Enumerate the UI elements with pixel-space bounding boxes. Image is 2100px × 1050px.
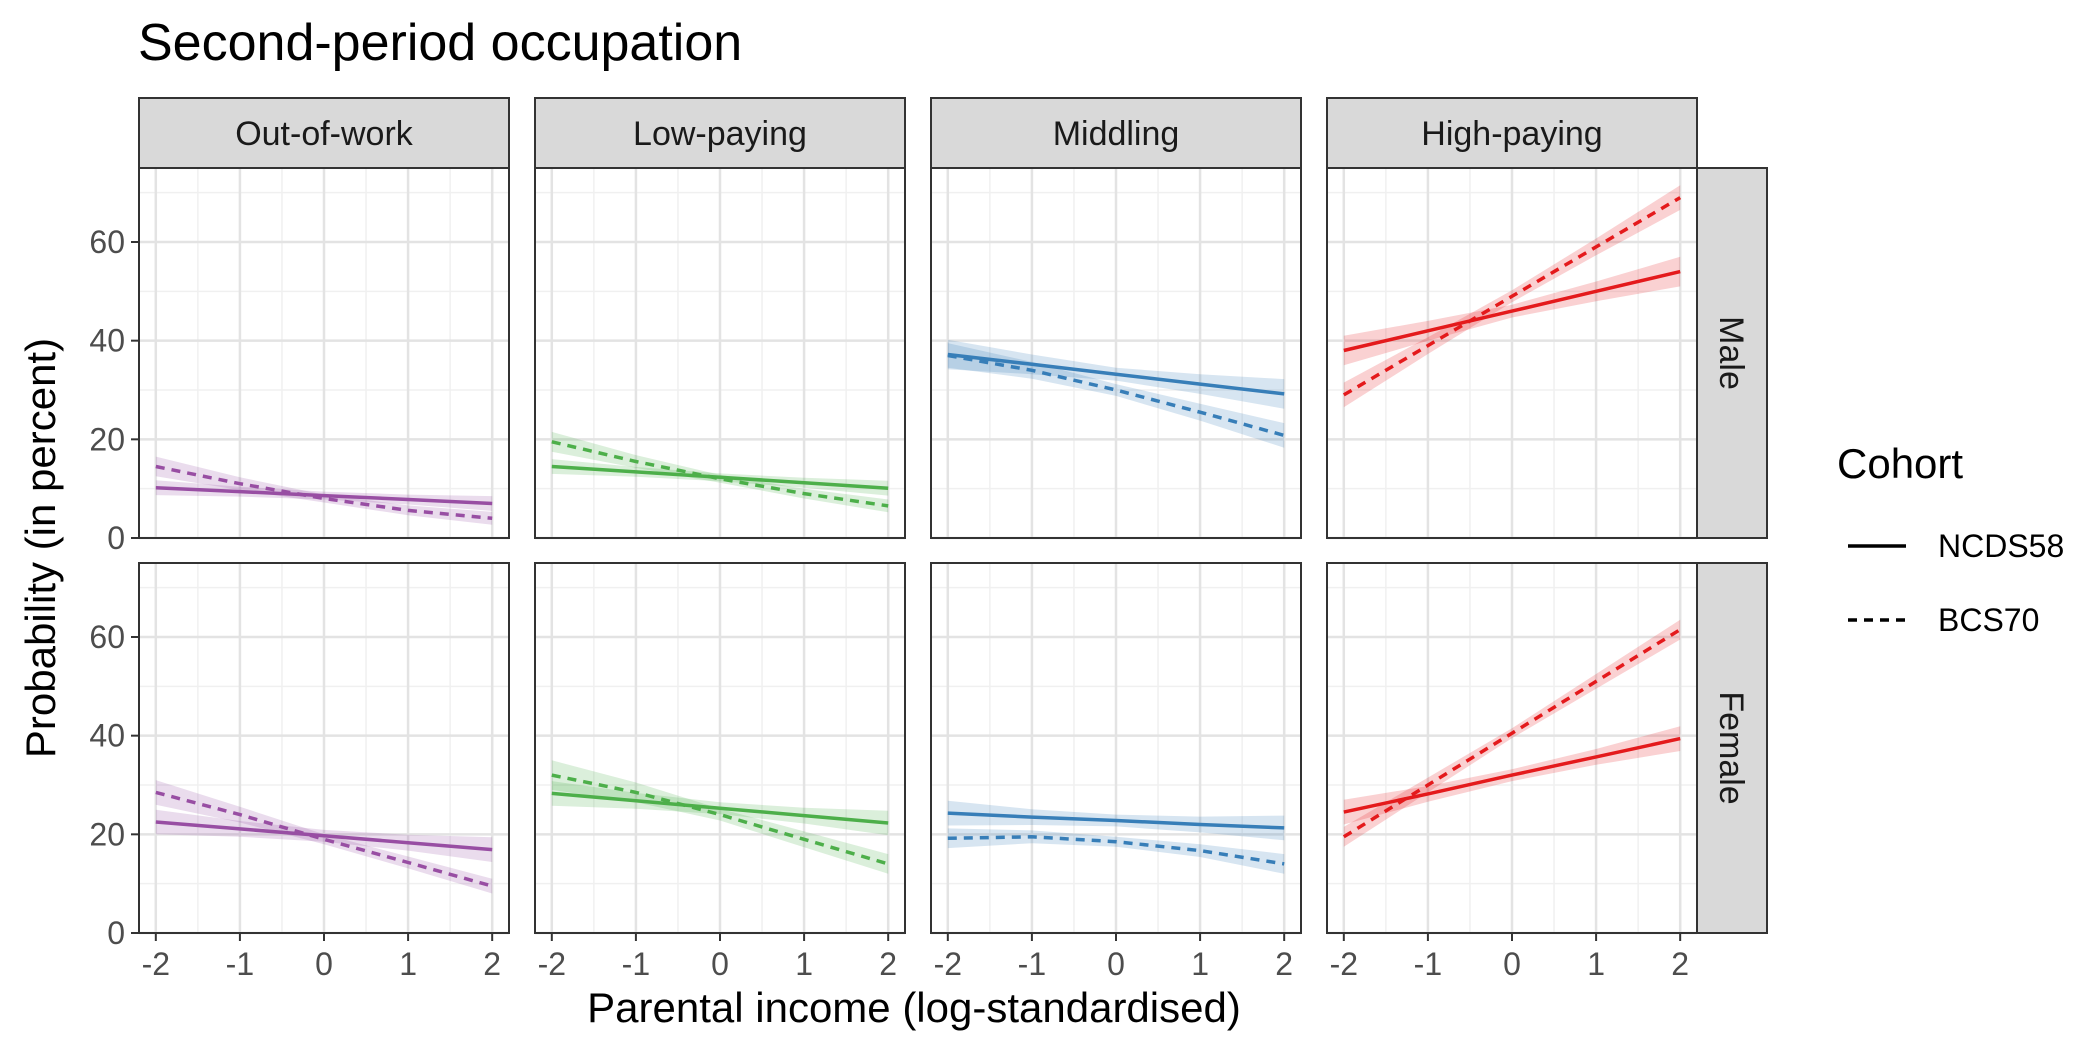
line-bcs70-male-high-paying [1342,196,1682,397]
legend: Cohort NCDS58 BCS70 [1837,440,2064,638]
y-tick-label: 20 [89,421,125,457]
x-tick-label: -2 [142,946,170,982]
ci-band-bcs70-male-out-of-work [155,456,493,525]
strip-label-male: Male [1712,316,1750,390]
line-ncds58-male-high-paying [1343,269,1681,353]
x-tick-label: 2 [1671,946,1689,982]
x-tick-label: -1 [622,946,650,982]
x-tick-label: -2 [538,946,566,982]
x-tick-label: 0 [1503,946,1521,982]
y-axis-title: Probability (in percent) [17,338,64,758]
x-tick-label: -2 [1330,946,1358,982]
x-tick-label: 0 [315,946,333,982]
legend-label-ncds58: NCDS58 [1938,528,2064,564]
line-ncds58-male-middling [947,352,1285,396]
x-tick-label: 2 [1275,946,1293,982]
line-ncds58-female-middling [947,811,1285,830]
y-tick-label: 60 [89,224,125,260]
panel-male-low-paying [534,167,906,540]
y-tick-label: 40 [89,718,125,754]
y-tick-label: 20 [89,816,125,852]
x-tick-label: -2 [934,946,962,982]
facet-panels: Out-of-work Low-paying Middling High-paying… [89,97,1768,982]
line-bcs70-female-middling [947,835,1285,866]
panel-female-out-of-work: 0 20 40 60 -2 -1 0 1 2 [89,562,510,982]
line-ncds58-male-out-of-work [155,485,493,506]
x-tick-label: 0 [1107,946,1125,982]
strip-low-paying [534,97,906,169]
strip-middling [930,97,1302,169]
line-bcs70-male-middling [947,353,1285,438]
strip-label-middling: Middling [1053,115,1180,153]
panel-male-middling [930,167,1302,540]
strip-male [1696,167,1768,539]
y-tick-label: 0 [107,520,125,556]
line-bcs70-female-out-of-work [155,790,493,888]
line-ncds58-male-low-paying [551,464,889,490]
panel-male-middling-border [930,167,1302,539]
x-tick-label: 2 [879,946,897,982]
strip-label-high-paying: High-paying [1421,115,1602,153]
line-bcs70-female-low-paying [551,773,889,866]
x-tick-label: 1 [399,946,417,982]
legend-title: Cohort [1837,440,1963,487]
x-tick-label: 1 [795,946,813,982]
x-tick-label: -1 [1018,946,1046,982]
y-tick-label: 40 [89,323,125,359]
y-tick-label: 60 [89,619,125,655]
panel-male-high-paying-border [1326,167,1698,539]
line-ncds58-female-out-of-work [155,820,493,852]
x-tick-label: 2 [483,946,501,982]
x-tick-label: 0 [711,946,729,982]
ci-band-bcs70-female-middling [947,828,1285,874]
panel-female-high-paying: -2 -1 0 1 2 [1326,562,1698,982]
line-ncds58-female-low-paying [551,791,889,825]
panel-male-out-of-work: 0 20 40 60 [89,167,510,556]
strip-high-paying [1326,97,1698,169]
line-bcs70-female-high-paying [1342,628,1682,839]
y-tick-label: 0 [107,915,125,951]
ci-band-bcs70-female-low-paying [551,760,889,874]
panel-male-low-paying-border [534,167,906,539]
x-tick-label: 1 [1587,946,1605,982]
x-tick-label: -1 [1414,946,1442,982]
x-tick-label: -1 [226,946,254,982]
x-tick-label: 1 [1191,946,1209,982]
strip-out-of-work [138,97,510,169]
panel-male-out-of-work-border [138,167,510,539]
strip-label-out-of-work: Out-of-work [235,115,414,153]
panel-female-middling: -2 -1 0 1 2 [930,562,1302,982]
chart-title: Second-period occupation [138,14,742,72]
panel-female-low-paying: -2 -1 0 1 2 [534,562,906,982]
panel-male-high-paying [1326,167,1698,540]
strip-label-low-paying: Low-paying [633,115,807,153]
legend-label-bcs70: BCS70 [1938,602,2039,638]
x-axis-title: Parental income (log-standardised) [587,984,1241,1031]
line-ncds58-female-high-paying [1343,736,1681,814]
strip-label-female: Female [1712,691,1750,804]
